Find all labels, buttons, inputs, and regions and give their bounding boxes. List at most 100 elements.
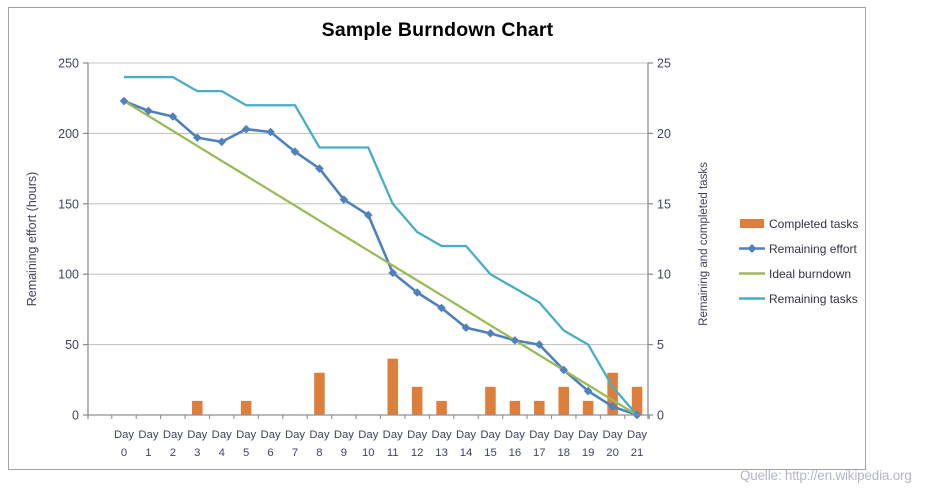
source-note: Quelle: http://en.wikipedia.org bbox=[740, 468, 912, 483]
right-tick-label: 0 bbox=[657, 409, 664, 423]
bar-day-11 bbox=[387, 358, 398, 415]
legend-item-completed-tasks: Completed tasks bbox=[739, 216, 859, 231]
bar-day-3 bbox=[192, 400, 203, 415]
day-label-number: 3 bbox=[194, 447, 200, 459]
marker-diamond-day-2 bbox=[168, 112, 178, 121]
marker-diamond-day-15 bbox=[486, 329, 495, 338]
marker-diamond-day-5 bbox=[241, 124, 251, 134]
marker-diamond-day-16 bbox=[510, 336, 520, 345]
right-tick-label: 5 bbox=[657, 338, 664, 352]
bar-day-12 bbox=[411, 386, 423, 415]
day-label-word: Day bbox=[529, 429, 549, 441]
marker-diamond-day-8 bbox=[315, 164, 324, 173]
day-label-number: 18 bbox=[557, 447, 570, 459]
day-label-word: Day bbox=[383, 429, 403, 441]
legend-label: Completed tasks bbox=[769, 216, 859, 231]
day-label-number: 0 bbox=[121, 447, 127, 459]
marker-diamond-day-12 bbox=[412, 288, 422, 297]
day-label-number: 2 bbox=[170, 447, 176, 459]
legend-swatch-line-icon bbox=[739, 272, 765, 275]
day-label-word: Day bbox=[309, 429, 329, 441]
day-label-word: Day bbox=[285, 429, 305, 441]
day-label-number: 6 bbox=[267, 447, 273, 459]
legend: Completed tasks Remaining effort Ideal bur… bbox=[739, 216, 859, 306]
right-axis-title: Remaining and completed tasks bbox=[698, 162, 710, 326]
bar-day-16 bbox=[509, 400, 521, 415]
day-label-word: Day bbox=[114, 429, 134, 441]
day-label-number: 7 bbox=[292, 447, 298, 459]
day-label-number: 5 bbox=[243, 447, 249, 459]
legend-label: Remaining effort bbox=[769, 241, 857, 256]
day-label-word: Day bbox=[163, 429, 183, 441]
marker-diamond-day-18 bbox=[559, 365, 569, 375]
marker-diamond-day-4 bbox=[217, 137, 227, 147]
bar-day-8 bbox=[314, 372, 325, 415]
day-label-number: 4 bbox=[219, 447, 225, 459]
series-line-remaining-effort bbox=[123, 99, 638, 417]
series-line-ideal-burndown bbox=[123, 100, 638, 416]
left-axis-title: Remaining effort (hours) bbox=[25, 171, 39, 307]
day-label-word: Day bbox=[358, 429, 378, 441]
marker-diamond-day-11 bbox=[388, 268, 398, 278]
marker-diamond-day-10 bbox=[364, 210, 373, 220]
marker-diamond-day-19 bbox=[583, 386, 593, 396]
day-label-word: Day bbox=[505, 429, 525, 441]
day-label-word: Day bbox=[480, 429, 500, 441]
right-tick-label: 20 bbox=[657, 127, 671, 141]
day-label-number: 1 bbox=[145, 447, 151, 459]
day-label-word: Day bbox=[432, 429, 452, 441]
day-label-number: 10 bbox=[362, 447, 375, 459]
right-tick-label: 25 bbox=[657, 57, 671, 71]
marker-diamond-day-1 bbox=[144, 106, 153, 116]
legend-item-remaining-effort: Remaining effort bbox=[739, 241, 858, 256]
left-tick-label: 50 bbox=[65, 338, 79, 352]
legend-swatch-line-marker-icon bbox=[739, 244, 765, 253]
day-label-word: Day bbox=[138, 429, 158, 441]
day-label-number: 16 bbox=[509, 447, 522, 459]
marker-diamond-day-7 bbox=[290, 147, 300, 157]
chart-title: Sample Burndown Chart bbox=[321, 19, 554, 41]
day-label-word: Day bbox=[456, 429, 476, 441]
day-label-number: 11 bbox=[387, 447, 399, 459]
bar-day-17 bbox=[534, 400, 545, 415]
marker-diamond-day-0 bbox=[119, 96, 129, 106]
chart-border bbox=[8, 7, 866, 470]
day-label-word: Day bbox=[407, 429, 427, 441]
bar-day-18 bbox=[558, 386, 569, 415]
bar-day-20 bbox=[607, 372, 618, 415]
legend-swatch-bar-icon bbox=[740, 219, 764, 228]
legend-item-remaining-tasks: Remaining tasks bbox=[739, 291, 858, 306]
day-label-number: 21 bbox=[631, 447, 644, 459]
day-label-word: Day bbox=[212, 429, 232, 441]
legend-label: Ideal burndown bbox=[769, 266, 852, 281]
left-tick-label: 0 bbox=[72, 409, 79, 423]
legend-label: Remaining tasks bbox=[769, 291, 858, 306]
day-label-word: Day bbox=[578, 429, 598, 441]
right-tick-label: 15 bbox=[657, 197, 671, 211]
day-label-word: Day bbox=[236, 429, 256, 441]
legend-swatch-line-icon bbox=[739, 297, 765, 300]
left-tick-label: 150 bbox=[58, 197, 79, 211]
day-label-number: 14 bbox=[460, 447, 473, 459]
day-label-number: 8 bbox=[316, 447, 322, 459]
bar-day-15 bbox=[485, 386, 496, 415]
day-label-word: Day bbox=[627, 429, 647, 441]
marker-diamond-day-3 bbox=[192, 133, 202, 142]
legend-item-ideal-burndown: Ideal burndown bbox=[739, 266, 858, 281]
series-line-remaining-tasks bbox=[124, 75, 638, 416]
day-label-word: Day bbox=[554, 429, 574, 441]
bar-day-19 bbox=[582, 400, 594, 415]
marker-diamond-day-14 bbox=[461, 323, 471, 333]
marker-diamond-day-17 bbox=[535, 340, 544, 349]
left-tick-label: 100 bbox=[58, 268, 79, 282]
day-label-number: 19 bbox=[582, 447, 595, 459]
day-label-word: Day bbox=[261, 429, 281, 441]
bar-day-21 bbox=[631, 386, 643, 415]
left-tick-label: 250 bbox=[58, 57, 79, 71]
marker-diamond-day-6 bbox=[266, 127, 275, 137]
day-label-number: 9 bbox=[341, 447, 347, 459]
day-label-word: Day bbox=[334, 429, 354, 441]
marker-diamond-day-13 bbox=[437, 303, 446, 313]
